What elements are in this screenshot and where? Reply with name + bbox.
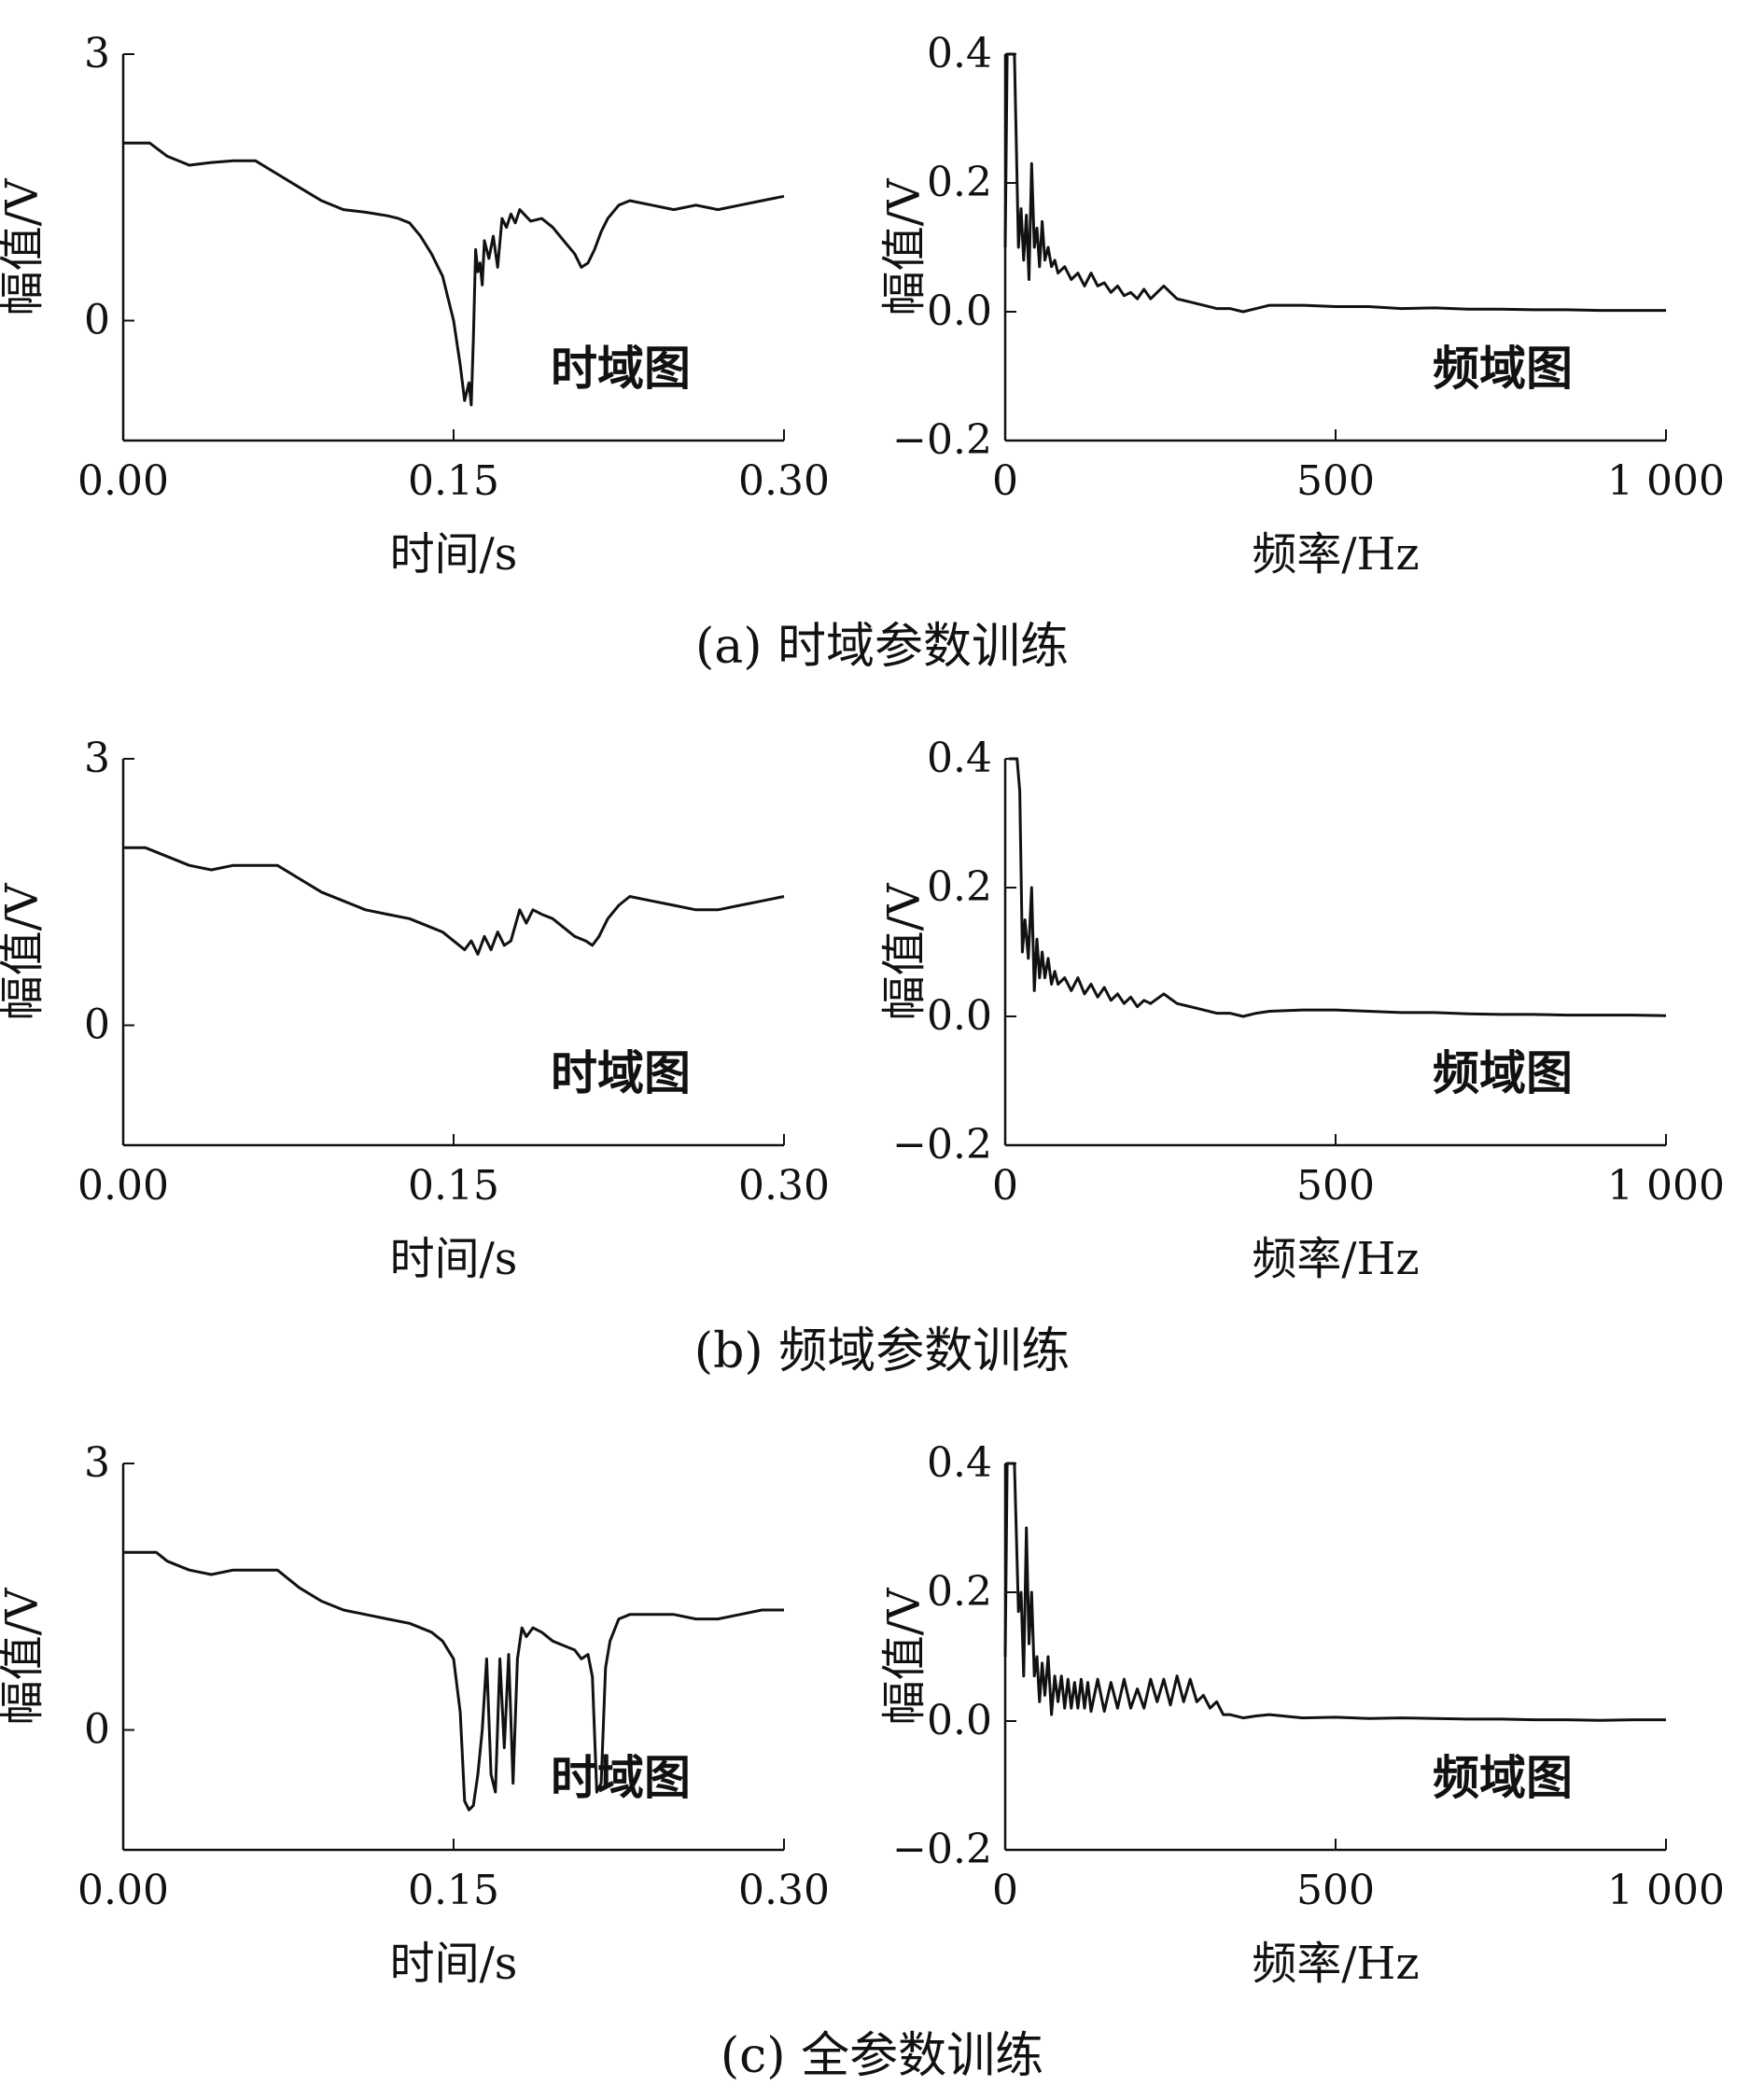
y-tick-label: 0 <box>84 1706 110 1754</box>
x-tick-label: 0.30 <box>738 1162 830 1210</box>
series-line <box>123 846 785 956</box>
x-axis-label: 频率/Hz <box>1252 1233 1419 1285</box>
x-tick-label: 0.15 <box>408 1867 499 1914</box>
x-tick-label: 0.15 <box>408 457 499 505</box>
chart-a-frequency-domain: −0.2 0.0 0.2 0.4 0 500 1 000 频率/Hz 幅值/V 频域图 <box>878 0 1764 597</box>
series-line <box>1003 52 1666 314</box>
x-axis-label: 时间/s <box>390 1938 518 1990</box>
chart-svg: 0 3 0.00 0.15 0.30 时间/s 幅值/V 时域图 <box>0 30 830 581</box>
y-axis-label: 幅值/V <box>0 882 49 1020</box>
y-tick-label: 0.4 <box>927 735 992 782</box>
y-tick-label: 3 <box>84 735 110 782</box>
y-tick-label: 3 <box>84 30 110 77</box>
x-tick-label: 0.30 <box>738 457 830 505</box>
chart-svg: −0.2 0.0 0.2 0.4 0 500 1 000 频率/Hz 幅值/V 频域图 <box>878 30 1725 581</box>
chart-a-time-domain: 0 3 0.00 0.15 0.30 时间/s 幅值/V 时域图 <box>0 0 882 597</box>
x-axis-label: 时间/s <box>390 528 518 581</box>
inset-label: 频域图 <box>1433 341 1573 396</box>
x-tick-label: 0.00 <box>77 1162 169 1210</box>
y-tick-label: 0.4 <box>927 1439 992 1487</box>
chart-svg: −0.2 0.0 0.2 0.4 0 500 1 000 频率/Hz 幅值/V 频域图 <box>878 1439 1725 1990</box>
x-axis-label: 频率/Hz <box>1252 528 1419 581</box>
x-tick-label: 1 000 <box>1607 1867 1725 1914</box>
x-tick-label: 0 <box>992 1162 1018 1210</box>
chart-c-time-domain: 0 3 0.00 0.15 0.30 时间/s 幅值/V 时域图 <box>0 1409 882 2007</box>
x-tick-label: 0.00 <box>77 1867 169 1914</box>
inset-label: 时域图 <box>551 1045 691 1100</box>
y-axis-label: 幅值/V <box>0 1587 49 1725</box>
inset-label: 频域图 <box>1433 1045 1573 1100</box>
x-tick-label: 1 000 <box>1607 457 1725 505</box>
x-tick-label: 500 <box>1296 1162 1375 1210</box>
x-tick-label: 0 <box>992 457 1018 505</box>
chart-c-frequency-domain: −0.2 0.0 0.2 0.4 0 500 1 000 频率/Hz 幅值/V 频域图 <box>878 1409 1764 2007</box>
chart-b-time-domain: 0 3 0.00 0.15 0.30 时间/s 幅值/V 时域图 <box>0 705 882 1302</box>
series-line <box>123 141 785 407</box>
y-axis-label: 幅值/V <box>878 882 931 1020</box>
y-tick-label: 0.0 <box>927 287 992 335</box>
chart-b-frequency-domain: −0.2 0.0 0.2 0.4 0 500 1 000 频率/Hz 幅值/V 频域图 <box>878 705 1764 1302</box>
x-axis-label: 频率/Hz <box>1252 1938 1419 1990</box>
caption-a: (a) 时域参数训练 <box>694 619 1070 675</box>
chart-svg: −0.2 0.0 0.2 0.4 0 500 1 000 频率/Hz 幅值/V 频域图 <box>878 735 1725 1285</box>
caption-b: (b) 频域参数训练 <box>693 1323 1071 1379</box>
caption-c: (c) 全参数训练 <box>720 2028 1044 2084</box>
y-tick-label: 0.2 <box>927 863 992 911</box>
y-tick-label: −0.2 <box>892 1826 992 1873</box>
y-tick-label: −0.2 <box>892 416 992 464</box>
y-tick-label: 0 <box>84 1001 110 1049</box>
y-tick-label: 0 <box>84 297 110 344</box>
y-tick-label: 0.2 <box>927 159 992 206</box>
series-line <box>1003 1462 1666 1722</box>
y-tick-label: 0.2 <box>927 1568 992 1616</box>
x-tick-label: 1 000 <box>1607 1162 1725 1210</box>
y-axis-label: 幅值/V <box>878 177 931 315</box>
inset-label: 时域图 <box>551 1750 691 1805</box>
chart-svg: 0 3 0.00 0.15 0.30 时间/s 幅值/V 时域图 <box>0 735 830 1285</box>
x-tick-label: 500 <box>1296 457 1375 505</box>
x-tick-label: 0.15 <box>408 1162 499 1210</box>
x-tick-label: 0.30 <box>738 1867 830 1914</box>
y-axis-label: 幅值/V <box>878 1587 931 1725</box>
x-axis-label: 时间/s <box>390 1233 518 1285</box>
chart-svg: 0 3 0.00 0.15 0.30 时间/s 幅值/V 时域图 <box>0 1439 830 1990</box>
y-tick-label: 0.0 <box>927 1697 992 1744</box>
y-axis-label: 幅值/V <box>0 177 49 315</box>
x-tick-label: 0 <box>992 1867 1018 1914</box>
series-line <box>123 1550 784 1812</box>
x-tick-label: 0.00 <box>77 457 169 505</box>
y-tick-label: 3 <box>84 1439 110 1487</box>
y-tick-label: 0.4 <box>927 30 992 77</box>
x-tick-label: 500 <box>1296 1867 1375 1914</box>
inset-label: 时域图 <box>551 341 691 396</box>
y-tick-label: −0.2 <box>892 1121 992 1169</box>
inset-label: 频域图 <box>1433 1750 1573 1805</box>
y-tick-label: 0.0 <box>927 992 992 1040</box>
series-line <box>1009 757 1667 1018</box>
